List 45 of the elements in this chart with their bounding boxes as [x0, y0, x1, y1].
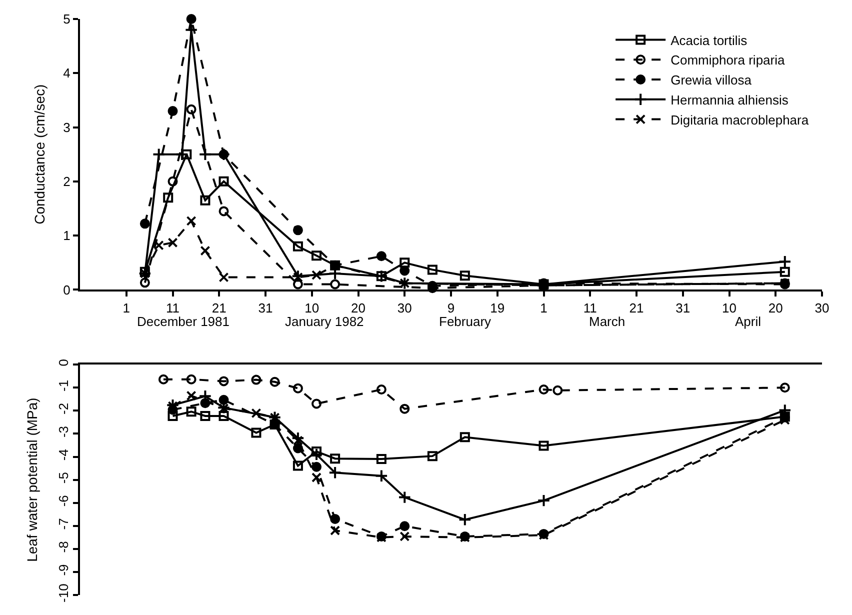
- x-tick-label: 11: [166, 300, 180, 316]
- text: April: [735, 314, 762, 329]
- y-tick-label: 3: [63, 120, 70, 135]
- x-tick-label: 31: [676, 300, 690, 316]
- y-tick-label: 5: [63, 12, 70, 27]
- y-tick-label: 4: [63, 66, 70, 81]
- x-tick-label: 9: [447, 300, 455, 316]
- y-tick-label: -8: [56, 541, 71, 553]
- y-tick-label: -4: [56, 449, 71, 461]
- text: December 1981: [137, 314, 230, 329]
- y-tick-label: 2: [63, 174, 70, 189]
- y-tick-label: -3: [56, 426, 71, 438]
- x-tick-label: 11: [583, 300, 597, 316]
- x-tick-label: 10: [722, 300, 736, 316]
- x-tick-label: 1: [540, 300, 548, 316]
- y-tick-label: -1: [56, 380, 71, 392]
- y-tick-label: -10: [56, 584, 71, 602]
- legend-label: Commiphora riparia: [670, 52, 786, 68]
- x-tick-label: 21: [212, 300, 226, 316]
- x-tick-label: 20: [351, 300, 366, 316]
- y-axis-title: Conductance (cm/sec): [31, 84, 48, 224]
- legend-label: Digitaria macroblephara: [670, 112, 810, 128]
- x-tick-label: 1: [122, 300, 130, 316]
- x-tick-label: 31: [258, 300, 273, 316]
- y-tick-label: -7: [56, 518, 71, 530]
- y-tick-label: -2: [56, 402, 71, 415]
- text: January 1982: [285, 314, 364, 329]
- x-tick-label: 30: [397, 300, 412, 316]
- legend-label: Grewia villosa: [670, 72, 752, 88]
- x-tick-label: 30: [814, 300, 830, 316]
- y-tick-label: -6: [56, 495, 71, 507]
- x-tick-label: 19: [490, 300, 505, 316]
- y-tick-label: -5: [56, 472, 71, 484]
- x-tick-label: 21: [629, 300, 644, 316]
- y-tick-label: 1: [63, 228, 70, 244]
- y-tick-label: 0: [63, 282, 70, 298]
- y-tick-label: -9: [56, 564, 71, 576]
- y-axis-title: Leaf water potential (MPa): [24, 398, 40, 562]
- y-tick-label: 0: [56, 359, 71, 366]
- text: March: [589, 314, 626, 329]
- x-tick-label: 10: [304, 300, 320, 316]
- text: February: [439, 314, 492, 329]
- legend-label: Acacia tortilis: [670, 32, 748, 48]
- x-tick-label: 20: [768, 300, 783, 316]
- legend-label: Hermannia alhiensis: [670, 92, 789, 108]
